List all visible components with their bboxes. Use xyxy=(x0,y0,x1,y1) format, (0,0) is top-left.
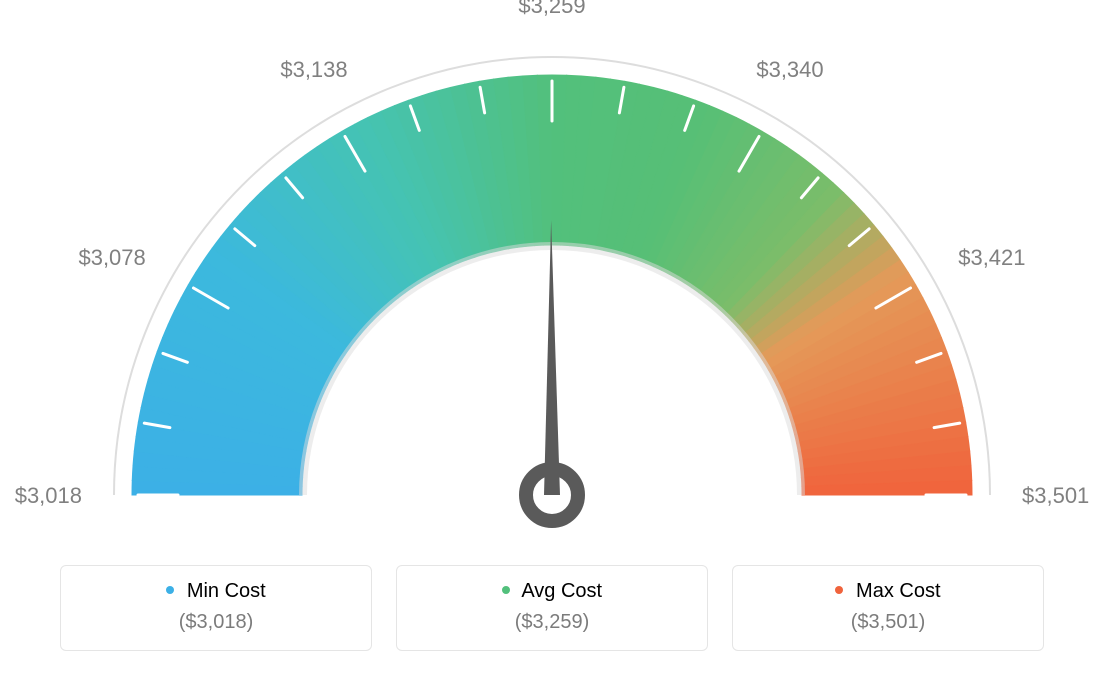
svg-text:$3,018: $3,018 xyxy=(15,483,82,508)
legend-avg-value: ($3,259) xyxy=(397,611,707,634)
legend-max-label: Max Cost xyxy=(856,580,940,602)
legend-min-label: Min Cost xyxy=(187,580,266,602)
legend-avg-dot xyxy=(502,586,510,594)
svg-text:$3,501: $3,501 xyxy=(1022,483,1089,508)
svg-text:$3,138: $3,138 xyxy=(280,57,347,82)
legend-avg-card: Avg Cost ($3,259) xyxy=(396,565,708,651)
legend-min-dot xyxy=(166,586,174,594)
svg-text:$3,421: $3,421 xyxy=(958,245,1025,270)
svg-text:$3,259: $3,259 xyxy=(518,0,585,18)
gauge-needle xyxy=(544,220,560,495)
legend-min-value: ($3,018) xyxy=(61,611,371,634)
legend-max-card: Max Cost ($3,501) xyxy=(732,565,1044,651)
legend-min-card: Min Cost ($3,018) xyxy=(60,565,372,651)
svg-text:$3,078: $3,078 xyxy=(78,245,145,270)
legend-max-value: ($3,501) xyxy=(733,611,1043,634)
legend-avg-label: Avg Cost xyxy=(521,580,602,602)
legend-max-dot xyxy=(835,586,843,594)
cost-gauge-chart: $3,018 $3,078 $3,138 $3,259 $3,340 $3,421 $3,5… xyxy=(0,0,1104,560)
legend-row: Min Cost ($3,018) Avg Cost ($3,259) Max … xyxy=(0,565,1104,651)
svg-text:$3,340: $3,340 xyxy=(756,57,823,82)
